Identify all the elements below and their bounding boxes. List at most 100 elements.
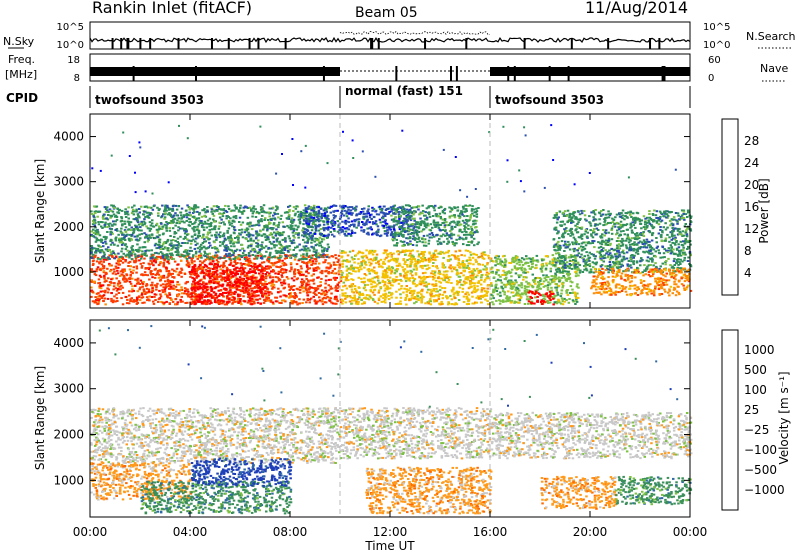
scatter-cell — [94, 240, 98, 243]
scatter-cell — [164, 204, 167, 207]
scatter-cell — [148, 295, 151, 298]
scatter-cell — [140, 273, 143, 276]
scatter-cell — [140, 293, 144, 296]
scatter-cell — [404, 296, 408, 299]
scatter-cell — [408, 287, 412, 290]
scatter-cell — [433, 276, 436, 279]
scatter-cell — [128, 280, 132, 283]
scatter-cell — [248, 206, 252, 209]
scatter-cell — [228, 254, 232, 257]
scatter-cell — [263, 219, 266, 221]
scatter-cell — [467, 299, 471, 302]
scatter-cell — [135, 210, 138, 213]
scatter-cell — [167, 284, 171, 287]
scatter-cell — [172, 218, 175, 221]
scatter-cell — [218, 265, 221, 268]
scatter-cell — [184, 230, 188, 233]
scatter-cell — [96, 248, 100, 250]
scatter-cell — [211, 228, 214, 231]
scatter-cell — [450, 303, 453, 306]
scatter-cell — [225, 247, 228, 249]
scatter-cell — [161, 252, 164, 255]
scatter-cell — [121, 268, 124, 271]
scatter-cell — [364, 289, 367, 292]
scatter-cell — [327, 270, 331, 273]
scatter-cell — [130, 297, 133, 300]
scatter-cell — [158, 225, 161, 228]
scatter-cell — [225, 271, 228, 274]
scatter-cell — [183, 273, 187, 275]
scatter-cell — [222, 291, 225, 294]
scatter-cell — [443, 270, 446, 273]
scatter-cell — [304, 288, 308, 291]
scatter-cell — [472, 268, 475, 271]
scatter-cell — [301, 261, 304, 263]
scatter-cell — [269, 211, 272, 214]
scatter-cell — [299, 265, 303, 268]
scatter-cell — [264, 290, 267, 293]
scatter-cell — [466, 249, 470, 252]
scatter-cell — [241, 221, 245, 224]
scatter-cell — [186, 238, 189, 241]
scatter-cell — [90, 250, 93, 252]
scatter-cell — [417, 299, 420, 302]
scatter-cell — [323, 229, 326, 232]
scatter-cell — [270, 256, 274, 259]
scatter-cell — [219, 208, 223, 211]
scatter-cell — [261, 272, 264, 275]
scatter-cell — [103, 256, 107, 259]
scatter-cell — [190, 270, 194, 272]
scatter-cell — [99, 245, 102, 248]
scatter-cell — [310, 217, 313, 220]
scatter-cell — [367, 298, 371, 301]
scatter-cell — [219, 244, 222, 247]
scatter-cell — [150, 262, 154, 265]
scatter-cell — [267, 258, 271, 260]
scatter-cell — [113, 282, 116, 285]
scatter-cell — [268, 265, 271, 268]
scatter-cell — [409, 252, 412, 255]
scatter-cell — [381, 266, 384, 269]
scatter-cell — [284, 237, 287, 240]
scatter-cell — [292, 288, 295, 291]
scatter-cell — [384, 296, 388, 299]
scatter-cell — [175, 267, 179, 270]
scatter-cell — [229, 261, 233, 264]
scatter-cell — [255, 232, 258, 235]
scatter-cell — [186, 301, 189, 304]
scatter-cell — [409, 292, 412, 294]
scatter-cell — [191, 285, 194, 287]
scatter-cell — [375, 213, 379, 216]
scatter-cell — [182, 237, 186, 240]
scatter-cell — [319, 207, 323, 210]
scatter-cell — [158, 289, 161, 292]
scatter-cell — [144, 293, 147, 295]
scatter-cell — [100, 256, 104, 259]
scatter-cell — [229, 286, 232, 289]
scatter-cell — [373, 259, 376, 262]
scatter-cell — [159, 279, 162, 282]
scatter-cell — [176, 246, 180, 249]
scatter-cell — [223, 223, 226, 226]
freq-series — [90, 66, 690, 81]
scatter-cell — [405, 290, 409, 293]
scatter-cell — [386, 229, 389, 232]
scatter-cell — [410, 223, 413, 226]
scatter-cell — [312, 210, 316, 212]
scatter-cell — [192, 238, 195, 241]
scatter-cell — [245, 274, 249, 277]
scatter-cell — [295, 205, 298, 208]
scatter-cell — [116, 244, 120, 247]
scatter-cell — [339, 216, 342, 219]
scatter-cell — [236, 298, 240, 301]
scatter-cell — [286, 254, 290, 257]
scatter-cell — [117, 280, 121, 283]
scatter-cell — [239, 270, 243, 272]
scatter-cell — [203, 275, 206, 278]
scatter-cell — [124, 211, 127, 214]
scatter-cell — [101, 250, 104, 253]
scatter-cell — [305, 248, 308, 251]
scatter-cell — [383, 220, 387, 223]
scatter-cell — [443, 277, 446, 279]
scatter-cell — [319, 253, 322, 256]
